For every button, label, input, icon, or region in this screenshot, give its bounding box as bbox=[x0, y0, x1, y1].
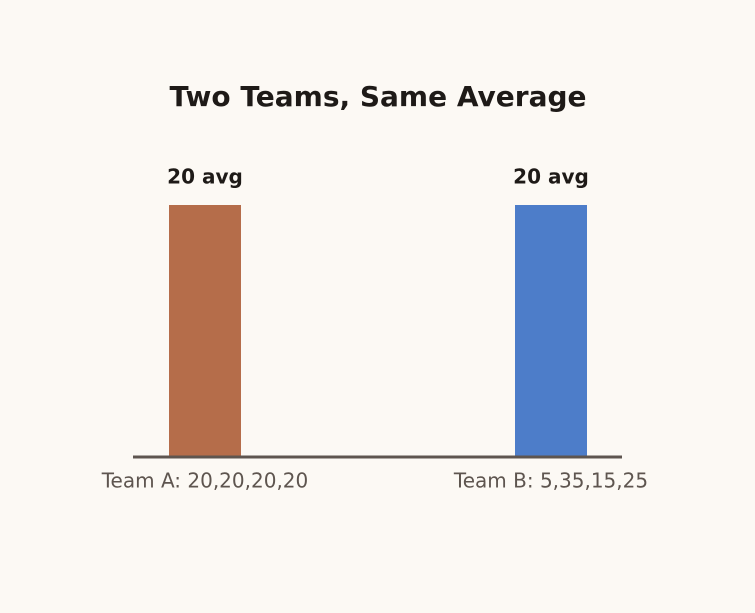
value-label: 20 avg bbox=[513, 165, 589, 189]
bar bbox=[169, 205, 241, 457]
x-tick-label: Team B: 5,35,15,25 bbox=[453, 469, 648, 493]
x-tick-label: Team A: 20,20,20,20 bbox=[101, 469, 309, 493]
value-label: 20 avg bbox=[167, 165, 243, 189]
bar bbox=[515, 205, 587, 457]
chart-title: Two Teams, Same Average bbox=[170, 80, 587, 113]
